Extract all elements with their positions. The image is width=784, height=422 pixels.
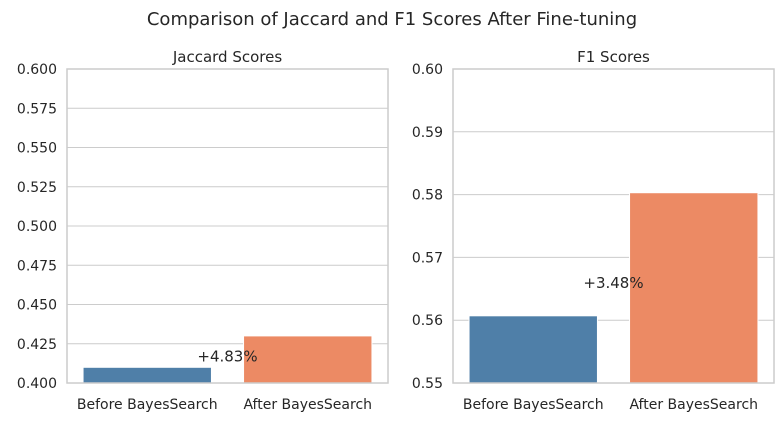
f1-ytick-label: 0.57 [412,250,443,266]
jaccard-bar-after [243,335,373,384]
f1-panel: 0.55 0.56 0.57 0.58 0.59 0.60 Before BayesSear… [412,48,775,413]
f1-bar-after [629,192,759,384]
f1-ytick-label: 0.56 [412,313,443,329]
f1-ytick-label: 0.58 [412,188,443,204]
jaccard-title: Jaccard Scores [172,48,283,66]
jaccard-ytick-label: 0.400 [17,376,57,392]
jaccard-axes-frame [66,68,389,384]
jaccard-xtick-label: Before BayesSearch [77,397,218,413]
jaccard-ytick-label: 0.500 [17,219,57,235]
jaccard-change-annotation: +4.83% [197,347,257,365]
jaccard-ytick-label: 0.550 [17,141,57,157]
f1-ytick-label: 0.60 [412,62,443,78]
f1-title: F1 Scores [577,48,650,66]
jaccard-panel: 0.400 0.425 0.450 0.475 0.500 0.525 0.550 0.575… [17,48,389,413]
jaccard-ytick-label: 0.450 [17,298,57,314]
jaccard-ytick-label: 0.525 [17,180,57,196]
f1-xtick-label: After BayesSearch [629,397,758,413]
subplots: 0.400 0.425 0.450 0.475 0.500 0.525 0.550 0.575… [17,48,775,413]
f1-ytick-label: 0.59 [412,125,443,141]
jaccard-ytick-label: 0.425 [17,337,57,353]
f1-xtick-label: Before BayesSearch [463,397,604,413]
f1-axes-frame [452,68,775,384]
f1-bar-before [468,315,598,384]
jaccard-ytick-label: 0.475 [17,258,57,274]
jaccard-ytick-label: 0.575 [17,101,57,117]
figure-title: Comparison of Jaccard and F1 Scores Afte… [147,9,637,30]
f1-change-annotation: +3.48% [583,274,643,292]
jaccard-xtick-label: After BayesSearch [243,397,372,413]
f1-ytick-label: 0.55 [412,376,443,392]
jaccard-bar-before [82,366,212,384]
jaccard-ytick-label: 0.600 [17,62,57,78]
